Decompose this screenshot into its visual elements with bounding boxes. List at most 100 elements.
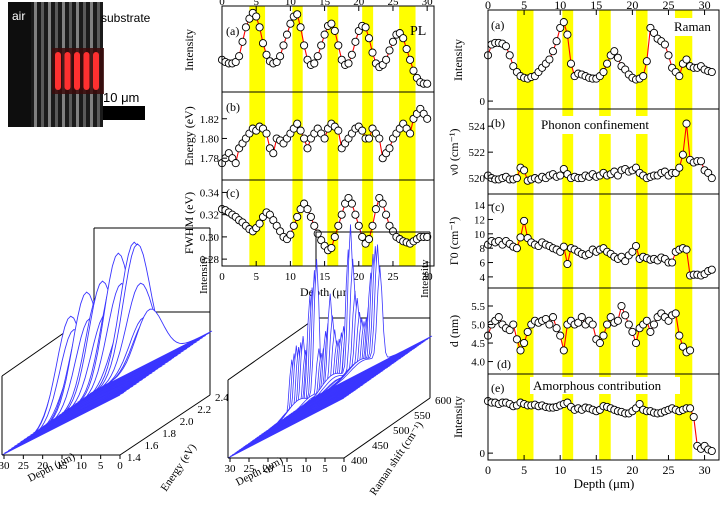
data-point — [595, 338, 604, 348]
data-point — [368, 48, 377, 57]
energy-tick-label: 2.0 — [180, 416, 194, 428]
depth-tick-label: 25 — [18, 460, 30, 472]
raman-xlabel: Depth (μm) — [574, 476, 635, 491]
raman-a-tag: (a) — [491, 18, 504, 32]
data-point — [686, 404, 695, 413]
y-tick-label: 5.0 — [471, 320, 485, 332]
data-point — [255, 219, 264, 228]
y-tick-label: 6 — [480, 258, 486, 270]
raman-b-tag: (b) — [491, 116, 505, 130]
x-tick-label: 10 — [554, 463, 566, 477]
y-tick-label: 522 — [469, 147, 486, 159]
pl-c-tag: (c) — [226, 186, 239, 200]
x-tick-label: 15 — [590, 463, 602, 477]
data-point — [675, 72, 684, 81]
data-point — [624, 320, 633, 329]
shift-tick-label: 600 — [435, 395, 452, 407]
y-tick-label: 0.34 — [200, 187, 220, 199]
top-tick-label: 0 — [485, 0, 491, 12]
waterfall-pl: 30 25 20 15 10 5 0 1.4 1.61.8 2.02.2 2.4 Depth (μm… — [0, 227, 229, 494]
raman-ticks: 0 0 5 5 10 10 15 15 20 20 25 25 30 30 0 524 522 520 14 12 10… — [469, 0, 711, 477]
data-point — [382, 210, 391, 219]
pl-plots — [217, 8, 432, 255]
x-tick-label: 10 — [285, 271, 297, 283]
data-point — [520, 166, 529, 175]
y-tick-label: 1.78 — [200, 153, 220, 165]
data-point — [671, 309, 680, 318]
data-point — [520, 338, 529, 348]
data-point — [364, 235, 374, 244]
data-point — [317, 41, 326, 50]
pl-a-tag: (a) — [226, 24, 239, 38]
depth-tick-label: 10 — [301, 463, 313, 475]
data-point — [375, 134, 384, 143]
raman-d-tag: (d) — [497, 357, 511, 371]
scale-bar — [103, 106, 145, 120]
data-point — [231, 159, 240, 168]
laser-stripe — [55, 52, 61, 90]
top-tick-label: 15 — [319, 0, 331, 8]
substrate-stripe — [34, 2, 37, 127]
data-point — [320, 30, 329, 39]
data-point — [621, 257, 630, 266]
data-point — [286, 230, 295, 239]
depth-tick-label: 15 — [282, 463, 294, 475]
raman-e-note-bg — [530, 377, 680, 394]
data-point — [238, 37, 247, 46]
data-point — [303, 144, 312, 153]
yellow-band — [292, 6, 303, 266]
y-tick-label: 0 — [480, 448, 486, 460]
data-point — [675, 163, 684, 172]
data-point — [300, 41, 309, 50]
data-point — [351, 37, 360, 46]
data-point — [409, 66, 418, 75]
data-point — [556, 331, 565, 340]
data-point — [599, 67, 608, 77]
data-point — [494, 313, 503, 322]
data-point — [320, 134, 329, 143]
raman-b-note-bg — [536, 116, 668, 134]
data-point — [509, 320, 518, 329]
data-point — [344, 59, 353, 68]
raman-b-note: Phonon confinement — [541, 117, 649, 132]
wf-pl-ticks: 30 25 20 15 10 5 0 1.4 1.61.8 2.02.2 2.4 — [0, 392, 229, 472]
depth-tick-label: 15 — [57, 460, 69, 472]
air-region — [8, 2, 31, 127]
x-tick-label: 25 — [387, 271, 399, 283]
depth-tick-label: 0 — [117, 460, 123, 472]
substrate-label: substrate — [101, 11, 151, 25]
data-point — [235, 52, 244, 61]
depth-tick-label: 25 — [244, 463, 256, 475]
depth-tick-label: 30 — [0, 460, 10, 472]
data-point — [368, 221, 377, 230]
top-tick-label: 20 — [353, 0, 365, 8]
data-point — [327, 243, 336, 253]
depth-tick-label: 30 — [225, 463, 237, 475]
data-point — [566, 59, 576, 68]
data-point — [385, 46, 394, 55]
wf-pl-intensity-label: Intensity — [198, 255, 210, 294]
data-point — [646, 327, 655, 336]
energy-tick-label: 2.4 — [215, 392, 229, 404]
data-point — [262, 129, 271, 138]
data-point — [707, 265, 716, 274]
data-point — [556, 171, 565, 180]
data-point — [512, 244, 521, 253]
y-tick-label: 1.80 — [200, 133, 220, 145]
data-point — [545, 320, 554, 329]
micrograph: air substrate 10 μm — [8, 2, 151, 127]
y-tick-label: 1.82 — [200, 114, 219, 126]
y-tick-label: 12 — [474, 214, 485, 226]
data-point — [559, 242, 568, 251]
shift-tick-label: 400 — [351, 455, 368, 467]
raman-plots — [483, 18, 716, 456]
wf-raman-edge — [343, 397, 431, 459]
data-point — [293, 119, 302, 128]
data-point — [603, 320, 612, 329]
data-point — [303, 205, 312, 214]
raman-panel: 0 0 5 5 10 10 15 15 20 20 25 25 30 30 0 524 522 520 14 12 10… — [447, 0, 720, 491]
pl-c-frame — [221, 179, 435, 267]
laser-stripe — [64, 52, 71, 90]
data-point — [293, 10, 302, 19]
data-point — [423, 114, 432, 123]
